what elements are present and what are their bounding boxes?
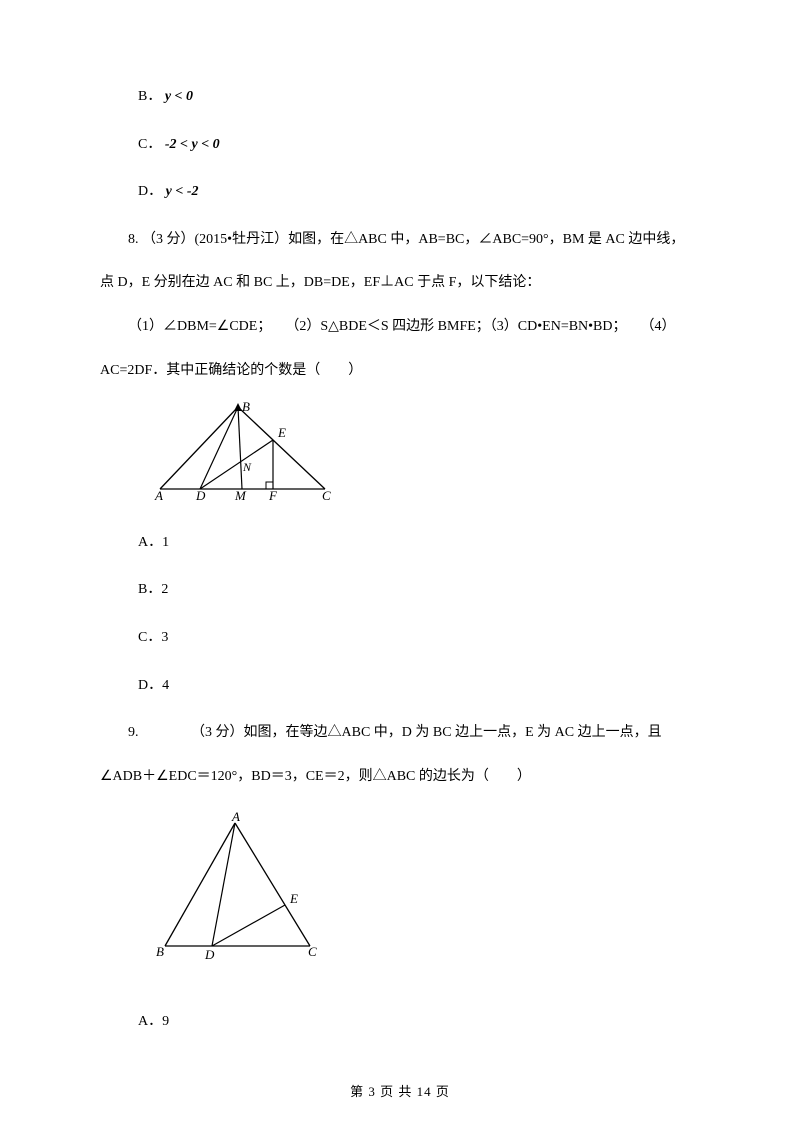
- page-content: B． y < 0 C． -2 < y < 0 D． y < -2 8. （3 分…: [0, 0, 800, 1083]
- svg-text:E: E: [277, 425, 286, 440]
- svg-text:E: E: [289, 891, 298, 906]
- q9-line1: 9. （3 分）如图，在等边△ABC 中，D 为 BC 边上一点，E 为 AC …: [100, 716, 720, 750]
- svg-text:C: C: [322, 488, 331, 502]
- q8-opt-d: D．4: [138, 669, 720, 703]
- svg-text:C: C: [308, 944, 317, 959]
- q9-opt-a: A．9: [138, 1005, 720, 1039]
- option-b: B． y < 0: [138, 80, 720, 114]
- q8-line1: 8. （3 分）(2015•牡丹江）如图，在△ABC 中，AB=BC，∠ABC=…: [100, 223, 720, 257]
- q8-opt-a: A．1: [138, 526, 720, 560]
- page-footer: 第 3 页 共 14 页: [0, 1076, 800, 1107]
- svg-text:A: A: [231, 811, 240, 824]
- q8-line4: AC=2DF．其中正确结论的个数是（ ）: [100, 354, 720, 388]
- q8-opt-c: C．3: [138, 621, 720, 655]
- q8-figure: A D M F C B E N: [150, 397, 720, 516]
- svg-text:N: N: [242, 460, 252, 474]
- svg-text:B: B: [156, 944, 164, 959]
- option-d: D． y < -2: [138, 175, 720, 209]
- svg-text:D: D: [195, 488, 206, 502]
- q8-line3: （1）∠DBM=∠CDE； （2）S△BDE＜S 四边形 BMFE；（3）CD•…: [100, 310, 720, 344]
- q8-line2: 点 D，E 分别在边 AC 和 BC 上，DB=DE，EF⊥AC 于点 F，以下…: [100, 266, 720, 300]
- svg-text:D: D: [204, 947, 215, 961]
- svg-text:B: B: [242, 399, 250, 414]
- q9-line2: ∠ADB＋∠EDC＝120°，BD＝3，CE＝2，则△ABC 的边长为（ ）: [100, 760, 720, 794]
- svg-text:F: F: [268, 488, 278, 502]
- option-d-prefix: D．: [138, 184, 162, 199]
- option-c-prefix: C．: [138, 137, 161, 152]
- q8-opt-b: B．2: [138, 573, 720, 607]
- svg-text:A: A: [154, 488, 163, 502]
- option-d-math: y < -2: [166, 184, 199, 199]
- q9-figure: A B D C E: [150, 811, 720, 975]
- svg-text:M: M: [234, 488, 247, 502]
- option-c-math: -2 < y < 0: [165, 137, 220, 152]
- option-b-prefix: B．: [138, 89, 161, 104]
- option-c: C． -2 < y < 0: [138, 128, 720, 162]
- option-b-math: y < 0: [165, 89, 193, 104]
